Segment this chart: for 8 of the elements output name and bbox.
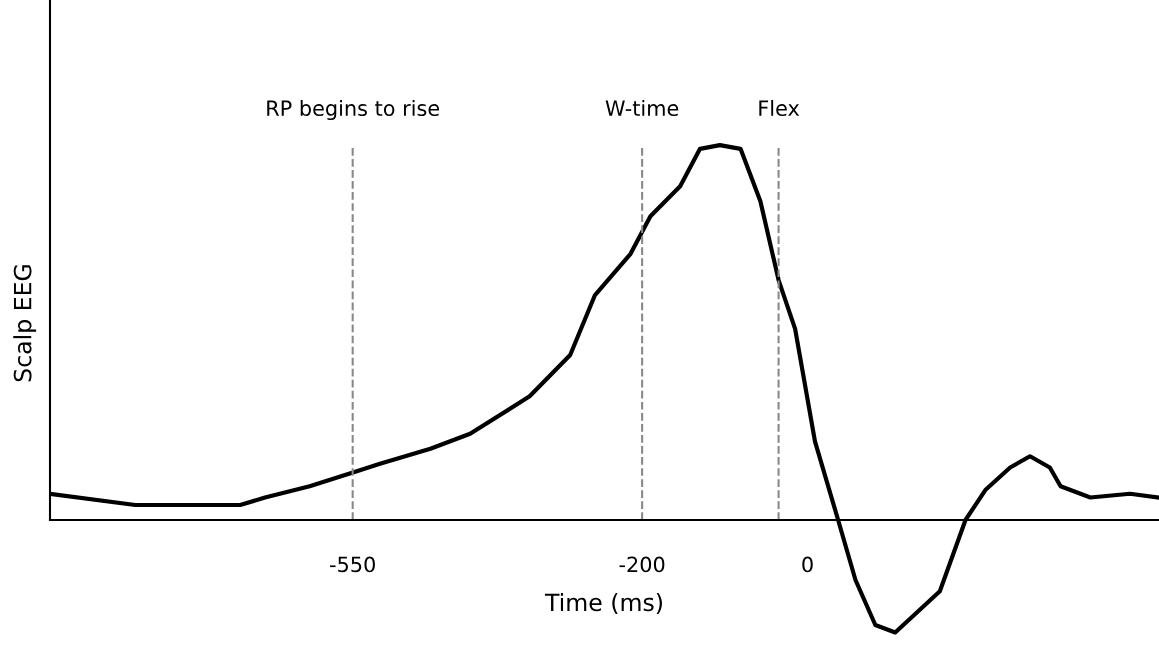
x-tick-label: -550: [330, 556, 375, 573]
ref-line-label: W-time: [605, 99, 679, 117]
x-tick-label: -200: [619, 556, 665, 573]
x-axis-title: Time (ms): [544, 592, 662, 615]
ref-line-label: RP begins to rise: [267, 99, 440, 121]
ref-line-label: Flex: [759, 99, 800, 117]
x-tick-label: 0: [802, 556, 813, 573]
y-axis-title: Scalp EEG: [13, 265, 37, 382]
